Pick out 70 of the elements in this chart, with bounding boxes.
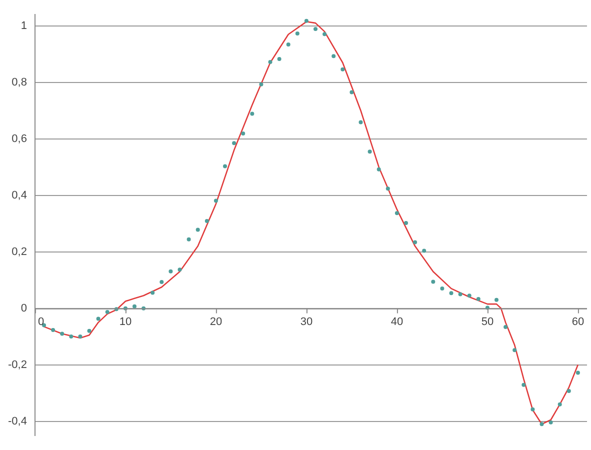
- point: [268, 60, 272, 64]
- point: [178, 268, 182, 272]
- point: [60, 332, 64, 336]
- x-tick-label: 30: [300, 316, 313, 328]
- point: [340, 67, 345, 72]
- x-tick-label: 20: [210, 316, 222, 328]
- point: [558, 402, 562, 406]
- point: [105, 310, 110, 314]
- point: [78, 334, 82, 339]
- point: [132, 304, 137, 308]
- point: [522, 382, 526, 387]
- point: [223, 164, 228, 168]
- point: [214, 198, 218, 203]
- point: [196, 228, 200, 232]
- point: [314, 27, 318, 32]
- point: [87, 328, 92, 333]
- point: [512, 348, 517, 352]
- point: [358, 120, 363, 124]
- point: [440, 286, 444, 291]
- point: [204, 219, 209, 224]
- point: [449, 291, 454, 296]
- point: [332, 54, 336, 58]
- point: [350, 90, 354, 94]
- point: [322, 32, 327, 36]
- point: [386, 186, 390, 191]
- point: [160, 280, 164, 284]
- point: [548, 420, 553, 424]
- y-tick-label: -0,4: [8, 415, 27, 428]
- y-tick-label: 0,2: [12, 246, 27, 258]
- x-tick-label: 40: [390, 316, 404, 328]
- y-tick-label: -0,2: [8, 358, 27, 371]
- point: [431, 280, 436, 284]
- y-tick-label: 0: [20, 302, 27, 314]
- point: [413, 240, 418, 244]
- point: [277, 56, 282, 61]
- point: [241, 131, 246, 136]
- y-tick-label: 0,8: [12, 76, 27, 88]
- point: [530, 407, 535, 412]
- point: [286, 42, 290, 47]
- point: [168, 269, 173, 274]
- point: [186, 237, 191, 242]
- point: [368, 150, 372, 154]
- point: [69, 334, 74, 339]
- point: [96, 316, 100, 321]
- point: [304, 18, 308, 23]
- x-tick-label: 0: [38, 316, 44, 328]
- point: [150, 290, 155, 295]
- point: [504, 324, 508, 329]
- point: [422, 248, 426, 253]
- point: [394, 211, 399, 216]
- point: [476, 296, 480, 301]
- point: [250, 112, 254, 116]
- point: [540, 422, 544, 426]
- point: [232, 141, 236, 146]
- point: [259, 82, 264, 86]
- point: [494, 298, 498, 302]
- y-tick-label: 0,6: [12, 132, 27, 145]
- x-tick-label: 50: [481, 316, 494, 328]
- point: [576, 370, 580, 375]
- point: [458, 292, 462, 296]
- point: [295, 32, 300, 36]
- y-tick-label: 0,4: [12, 189, 27, 202]
- point: [467, 294, 472, 298]
- point: [51, 328, 56, 332]
- y-tick-label: 1: [20, 20, 27, 32]
- point: [404, 221, 408, 226]
- x-tick-label: 10: [119, 316, 132, 328]
- point: [566, 389, 571, 394]
- point: [376, 167, 381, 172]
- x-tick-label: 60: [572, 316, 584, 328]
